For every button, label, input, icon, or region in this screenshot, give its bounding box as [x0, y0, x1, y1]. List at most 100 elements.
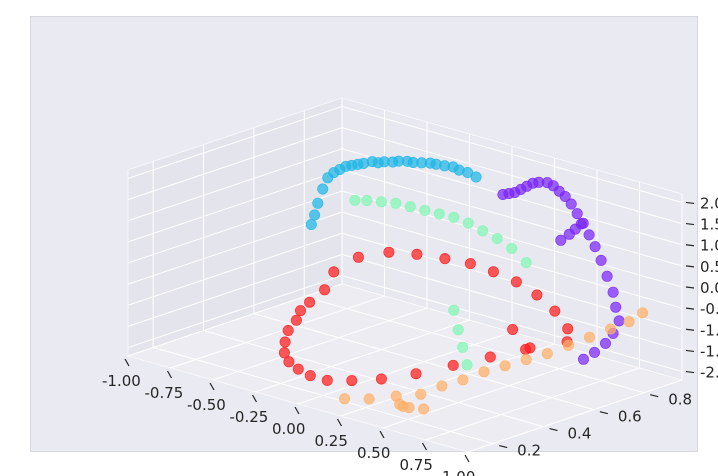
scatter-point-series-4	[605, 323, 617, 335]
scatter-point-series-0	[309, 209, 321, 221]
scatter-point-series-4	[623, 316, 635, 328]
z-tick-mark	[685, 222, 695, 226]
scatter-point-series-1	[577, 353, 589, 365]
scatter-point-series-3	[321, 374, 333, 386]
scatter-point-series-2	[448, 211, 460, 223]
x-tick-mark	[251, 394, 258, 403]
scatter-point-series-2	[404, 201, 416, 213]
y-tick-label: 0.4	[568, 425, 592, 443]
z-tick-mark	[685, 286, 695, 289]
scatter-point-series-4	[520, 354, 532, 366]
z-tick-label: 2.0	[700, 194, 718, 212]
scatter-point-series-2	[390, 197, 402, 209]
scatter-point-series-3	[487, 266, 499, 278]
scatter-point-series-2	[433, 208, 445, 220]
scatter-point-series-2	[477, 225, 489, 237]
grid-line-z-back	[341, 253, 683, 351]
tick-labels: -1.00-0.75-0.50-0.250.000.250.500.751.00…	[102, 194, 718, 476]
grid-line-y-floor	[253, 313, 595, 411]
scatter-point-series-1	[607, 286, 619, 298]
grid-line-x-floor	[340, 343, 555, 417]
grid-line-x-floor	[127, 283, 343, 357]
scatter-point-series-3	[484, 351, 496, 363]
grid-line-z-left	[127, 190, 343, 264]
scatter-point-series-1	[583, 229, 595, 241]
z-tick-label: -0.5	[700, 300, 718, 318]
scatter-point-series-4	[457, 374, 469, 386]
y-tick-label: 0.6	[618, 408, 642, 426]
scatter-point-series-3	[510, 276, 522, 288]
scatter-point-series-3	[383, 246, 395, 258]
scatter-point-series-3	[283, 356, 295, 368]
x-tick-mark	[464, 454, 470, 463]
y-tick-label: 0.2	[517, 442, 541, 460]
scatter-point-series-3	[328, 266, 340, 278]
x-tick-label: 0.50	[357, 444, 390, 462]
grid-line-x-floor	[425, 367, 640, 441]
grid-line-z-back	[341, 211, 683, 309]
grid-line-z-left	[127, 232, 343, 306]
scatter-point-series-0	[462, 167, 474, 179]
scatter-point-series-1	[595, 254, 607, 266]
scatter-point-series-2	[506, 243, 518, 255]
x-tick-label: 0.25	[315, 432, 348, 450]
scatter-point-series-1	[613, 315, 625, 327]
tick-marks	[124, 201, 695, 463]
scatter-point-series-3	[319, 284, 331, 296]
grid-line-x-floor	[170, 295, 385, 369]
x-tick-label: -0.50	[187, 396, 226, 414]
scatter-point-series-4	[436, 380, 448, 392]
scatter-point-series-2	[375, 196, 387, 208]
scatter-point-series-3	[346, 375, 358, 387]
scatter-point-series-1	[565, 198, 577, 210]
scatter-point-series-4	[415, 388, 427, 400]
grid-line-x-floor	[467, 379, 683, 453]
grid-line-y-floor	[153, 347, 494, 445]
scatter-point-series-2	[448, 304, 460, 316]
scatter-point-series-4	[478, 366, 490, 378]
z-tick-label: 1.0	[700, 237, 718, 255]
x-tick-label: -1.00	[102, 372, 141, 390]
y-tick-mark	[650, 394, 659, 398]
y-tick-mark	[599, 411, 609, 415]
scatter-point-series-0	[305, 219, 317, 231]
x-tick-mark	[421, 442, 428, 451]
z-tick-label: 0.0	[700, 279, 718, 297]
z-tick-mark	[685, 328, 695, 331]
y-tick-mark	[499, 444, 508, 449]
scatter-point-series-2	[349, 194, 361, 206]
scatter-point-series-1	[563, 228, 575, 240]
z-tick-mark	[685, 265, 695, 268]
scatter-points	[278, 155, 649, 415]
y-tick-label: 0.8	[668, 391, 692, 409]
scatter-point-series-3	[375, 373, 387, 385]
scatter-point-series-3	[447, 359, 459, 371]
z-tick-label: 1.5	[700, 216, 718, 234]
scatter-point-series-1	[559, 191, 571, 203]
scatter-point-series-1	[599, 337, 611, 349]
scatter-point-series-3	[304, 296, 316, 308]
z-tick-mark	[685, 349, 695, 353]
x-tick-label: 1.00	[442, 468, 475, 476]
scatter-point-series-4	[403, 402, 415, 414]
scatter-point-series-1	[589, 241, 601, 253]
scatter-point-series-4	[418, 403, 430, 415]
scatter-point-series-2	[419, 204, 431, 216]
grid-line-x-floor	[212, 307, 428, 381]
x-tick-mark	[379, 430, 385, 439]
scatter-point-series-3	[410, 368, 422, 380]
z-tick-mark	[685, 244, 695, 247]
scatter-point-series-4	[562, 339, 574, 351]
x-tick-label: 0.75	[400, 456, 433, 474]
scatter-point-series-3	[352, 251, 364, 263]
scatter-point-series-1	[555, 234, 567, 246]
scatter-point-series-3	[507, 323, 519, 335]
scatter-point-series-1	[601, 270, 613, 282]
scatter-point-series-2	[452, 324, 464, 336]
z-tick-mark	[685, 201, 695, 205]
grid-line-z-left	[127, 127, 343, 201]
x-tick-label: 0.00	[272, 420, 305, 438]
grid-line-y-floor	[203, 330, 544, 428]
scatter-point-series-3	[290, 314, 302, 326]
